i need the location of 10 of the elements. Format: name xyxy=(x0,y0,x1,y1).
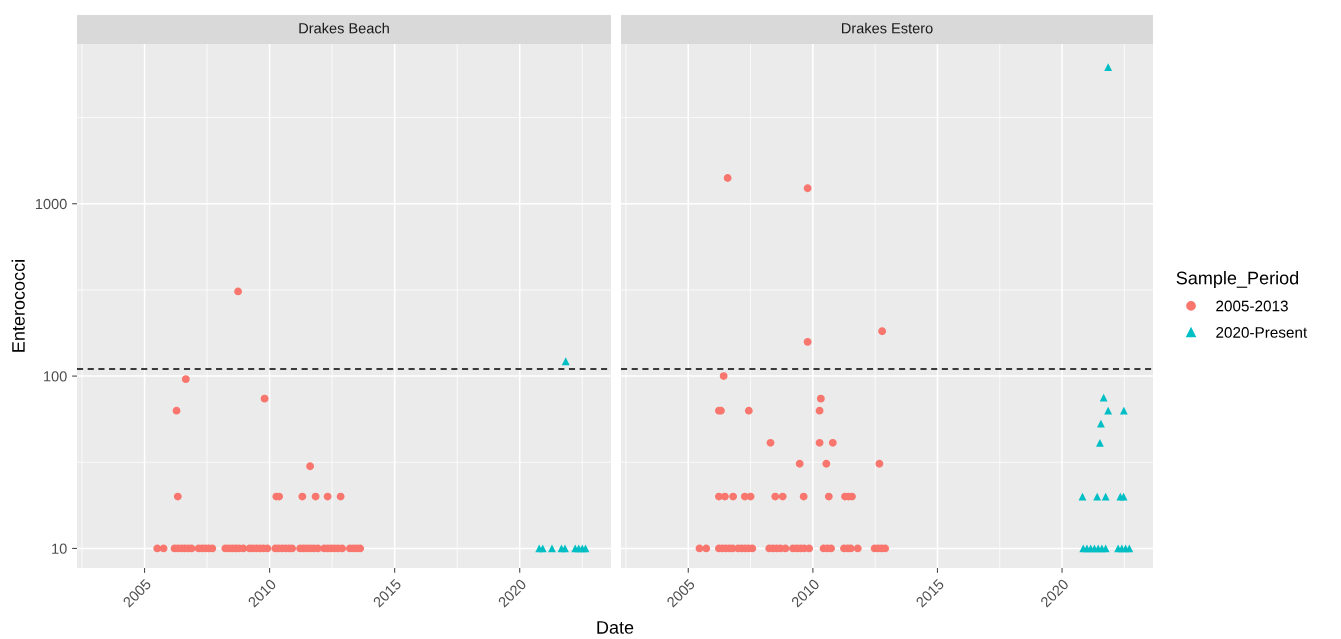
y-tick-label: 100 xyxy=(44,371,67,382)
legend-label: 2005-2013 xyxy=(1216,300,1288,312)
chart-title: Drakes Beach xyxy=(299,22,389,34)
legend-label: 2020-Present xyxy=(1216,327,1308,338)
chart-title: Drakes Estero xyxy=(842,22,933,34)
y-axis-title: Enterococci xyxy=(11,260,25,352)
y-tick-label: 1000 xyxy=(35,198,67,210)
y-tick-label: 10 xyxy=(52,543,67,554)
legend-title: Sample_Period xyxy=(1176,271,1299,288)
x-axis-title: Date xyxy=(597,621,634,634)
